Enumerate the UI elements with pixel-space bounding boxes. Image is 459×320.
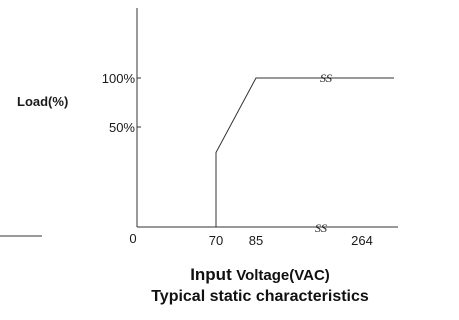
chart-title: Typical static characteristics	[151, 288, 369, 305]
axis-break-marker-top: SS	[320, 71, 332, 85]
x-tick-label-70: 70	[209, 233, 223, 248]
y-tick-label-50: 50%	[109, 120, 135, 135]
x-axis-label-unit: Voltage(VAC)	[236, 267, 330, 284]
x-tick-label-0: 0	[129, 231, 136, 246]
y-tick-label-100: 100%	[102, 71, 136, 86]
x-axis-label: Input Voltage(VAC)	[100, 265, 420, 285]
x-axis-label-main: Input	[190, 265, 232, 284]
y-axis-label: Load(%)	[17, 94, 68, 109]
x-tick-label-85: 85	[249, 233, 263, 248]
data-marks	[215, 77, 394, 227]
axis-break-marker-bottom: SS	[315, 221, 327, 235]
load-curve-line	[215, 77, 394, 227]
x-tick-label-264: 264	[351, 233, 373, 248]
